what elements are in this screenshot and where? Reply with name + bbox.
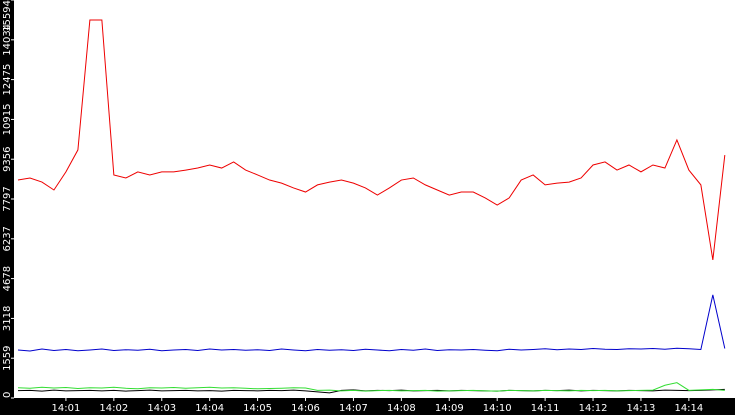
series-line [17,294,726,352]
y-tick-label: 7797 [2,186,13,211]
x-tick-label: 14:10 [483,403,512,414]
x-tick-label: 14:09 [435,403,464,414]
x-axis-bar [0,398,735,415]
series-line [17,19,726,260]
y-tick-label: 12475 [2,64,13,96]
x-tick-label: 14:02 [99,403,128,414]
x-tick-label: 14:12 [579,403,608,414]
x-tick-label: 14:07 [339,403,368,414]
y-tick-label: 1559 [2,345,13,370]
x-tick-label: 14:01 [52,403,81,414]
x-tick-label: 14:06 [291,403,320,414]
x-tick-label: 14:08 [387,403,416,414]
y-axis-bar [0,0,14,415]
x-tick-label: 14:14 [674,403,703,414]
x-tick-label: 14:13 [627,403,656,414]
y-tick-label: 10915 [2,104,13,136]
y-tick-label: 9356 [2,146,13,171]
x-tick-label: 14:04 [195,403,224,414]
x-tick-label: 14:11 [531,403,560,414]
y-tick-label: 3118 [2,306,13,331]
y-tick-label: 14034 [2,24,13,56]
y-tick-label: 0 [2,392,13,398]
x-tick-label: 14:03 [147,403,176,414]
series-line [17,382,725,392]
y-tick-label: 4678 [2,266,13,291]
y-tick-label: 6237 [2,226,13,251]
y-tick-label: 15594 [2,0,13,32]
x-tick-label: 14:05 [243,403,272,414]
